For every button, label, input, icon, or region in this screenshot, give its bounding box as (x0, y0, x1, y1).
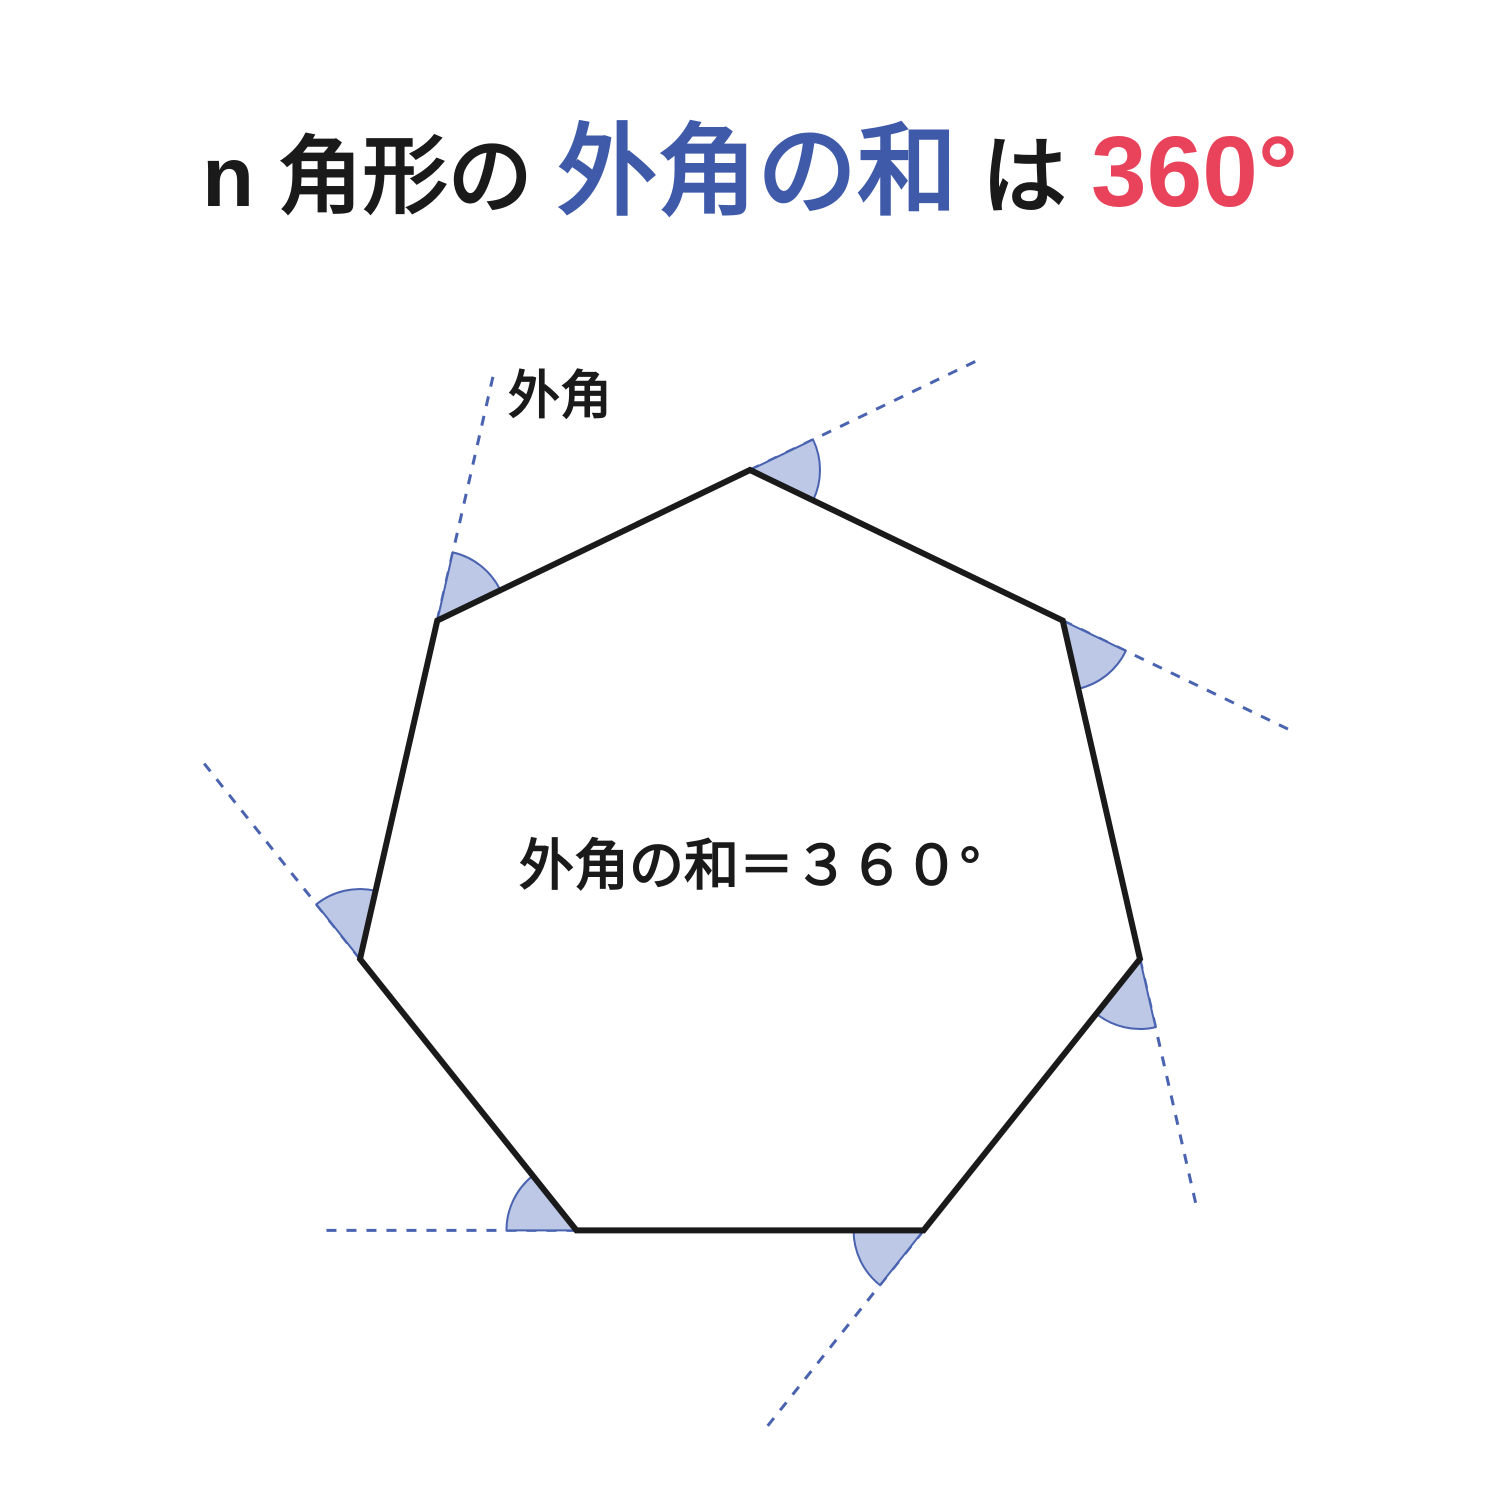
exterior-angle-marker (854, 1230, 924, 1285)
exterior-angle-label: 外角 (508, 368, 612, 426)
diagram-labels: 外角外角の和＝３６０° (508, 368, 981, 897)
exterior-angle-marker (437, 552, 500, 620)
center-formula-text: 外角の和＝３６０° (519, 835, 981, 897)
exterior-angle-marker (1096, 959, 1155, 1029)
exterior-angle-marker (750, 440, 820, 501)
heptagon-diagram: 外角外角の和＝３６０° (0, 0, 1500, 1495)
canvas: n 角形の 外角の和 は 360° 外角外角の和＝３６０° (0, 0, 1500, 1495)
